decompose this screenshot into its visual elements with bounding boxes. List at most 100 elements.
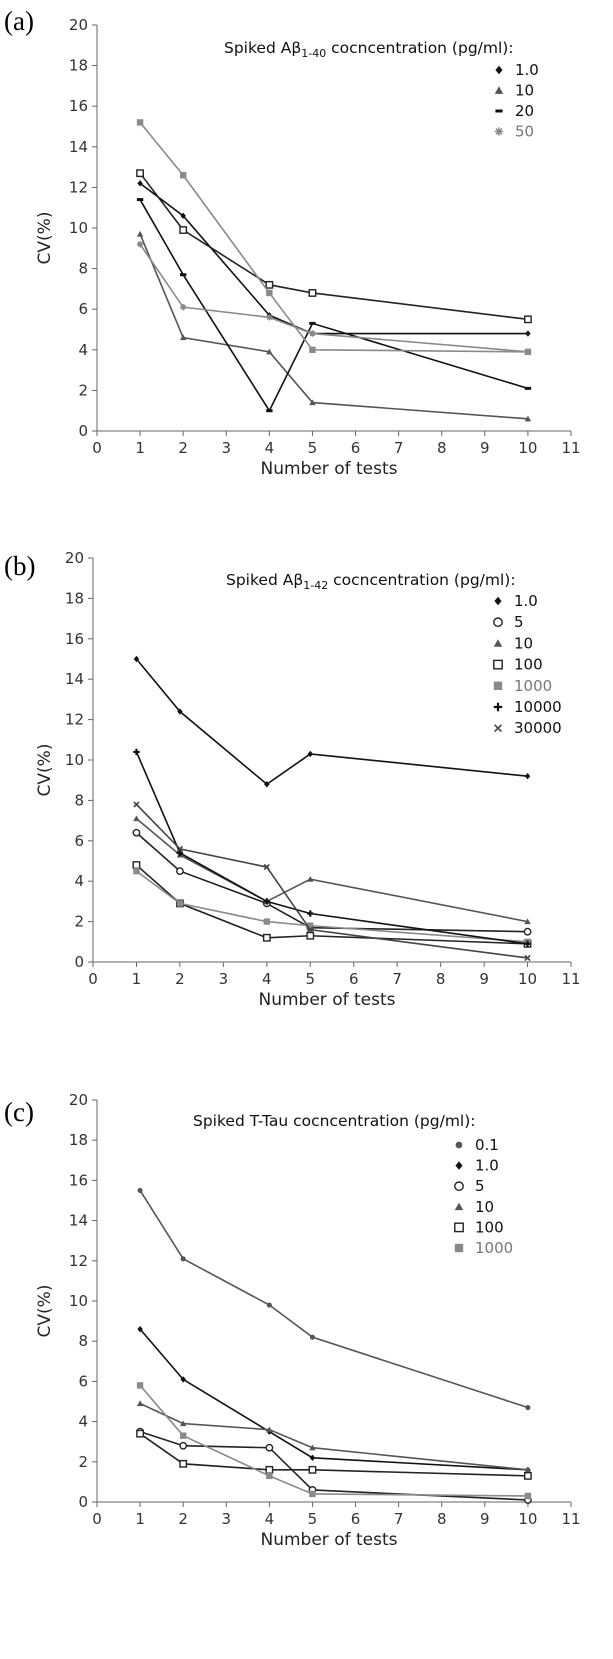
legend-marker <box>493 681 503 690</box>
series-2 <box>137 1325 531 1474</box>
y-tick-label: 12 <box>65 711 84 729</box>
data-point <box>265 280 274 289</box>
y-axis-title: CV(%) <box>35 212 55 265</box>
x-tick-label: 3 <box>221 1510 231 1528</box>
series-6 <box>136 119 532 356</box>
x-tick-label: 6 <box>349 970 359 988</box>
y-tick-label: 16 <box>69 1171 88 1189</box>
legend-title-greek: β <box>293 571 303 589</box>
data-point <box>177 708 183 715</box>
y-tick-label: 16 <box>65 630 84 648</box>
x-tick-label: 10 <box>518 439 537 457</box>
series-2 <box>132 828 532 936</box>
legend-title: Spiked Aβ1-42 cocncentration (pg/ml): <box>226 571 516 592</box>
legend-label: 0.1 <box>475 1136 499 1154</box>
data-point <box>309 1454 316 1461</box>
data-point <box>179 303 187 311</box>
y-tick-label: 20 <box>65 549 84 567</box>
data-point <box>265 1443 274 1452</box>
data-point <box>136 119 144 126</box>
legend-title-greek: β <box>291 39 301 57</box>
x-tick-label: 7 <box>394 439 404 457</box>
x-tick-label: 11 <box>561 439 580 457</box>
legend-title-prefix: Spiked A <box>226 571 294 589</box>
legend-label: 1000 <box>514 677 552 695</box>
data-point <box>309 1444 316 1451</box>
data-point <box>137 1187 143 1194</box>
data-point <box>179 334 187 341</box>
data-point <box>309 1490 316 1498</box>
data-point <box>266 409 273 413</box>
y-tick-label: 8 <box>78 1332 88 1350</box>
data-point <box>179 1441 188 1450</box>
data-point <box>179 172 187 179</box>
legend-entry: 1.0 <box>455 1157 499 1175</box>
series-line <box>135 658 528 786</box>
series-1 <box>133 655 531 788</box>
data-point <box>525 330 531 337</box>
legend-marker <box>493 702 503 712</box>
y-tick-label: 2 <box>78 381 88 399</box>
legend-title: Spiked Aβ1-40 cocncentration (pg/ml): <box>224 39 514 60</box>
legend-marker <box>493 617 503 628</box>
y-tick-label: 4 <box>78 1413 88 1431</box>
data-point <box>176 867 184 875</box>
data-point <box>263 863 270 871</box>
legend-label: 10 <box>475 1198 494 1216</box>
data-point <box>309 321 316 325</box>
series-line <box>139 233 528 420</box>
data-point <box>133 655 140 663</box>
data-point <box>307 875 314 882</box>
data-point <box>524 315 532 324</box>
y-tick-label: 10 <box>65 751 84 769</box>
data-point <box>179 1420 187 1427</box>
series-line <box>139 1328 528 1471</box>
y-tick-label: 2 <box>78 1453 88 1471</box>
series-line <box>139 1190 529 1409</box>
legend-entry: 1.0 <box>494 592 538 610</box>
series-6 <box>133 748 531 948</box>
data-point <box>179 226 188 234</box>
data-point <box>136 230 144 237</box>
data-point <box>136 241 144 248</box>
data-point <box>133 801 140 808</box>
data-point <box>307 926 314 933</box>
legend-marker <box>494 724 502 733</box>
x-tick-label: 6 <box>351 439 361 457</box>
legend-entry: 20 <box>495 102 534 120</box>
y-tick-label: 10 <box>69 1292 88 1310</box>
legend-marker <box>455 1141 463 1149</box>
series-2 <box>136 230 532 422</box>
legend-entry: 1000 <box>493 677 552 695</box>
data-point <box>309 399 316 406</box>
x-tick-label: 5 <box>305 970 315 988</box>
series-5 <box>136 169 532 324</box>
x-tick-label: 6 <box>351 1510 361 1528</box>
data-point <box>133 815 140 822</box>
series-line <box>139 1402 528 1471</box>
x-tick-label: 2 <box>175 970 185 988</box>
legend-title-prefix: Spiked T-Tau cocncentration (pg/ml): <box>193 1112 476 1130</box>
x-tick-label: 1 <box>135 439 145 457</box>
y-axis-title: CV(%) <box>35 744 55 797</box>
x-tick-label: 10 <box>518 970 537 988</box>
legend-marker <box>494 86 504 94</box>
series-4 <box>136 1400 532 1473</box>
data-point <box>525 1404 531 1411</box>
x-tick-label: 0 <box>92 439 102 457</box>
legend-marker <box>455 1161 463 1170</box>
legend-entry: 10000 <box>493 698 562 716</box>
legend-label: 20 <box>515 102 534 120</box>
y-tick-label: 4 <box>78 341 88 359</box>
data-point <box>180 212 186 220</box>
data-point <box>176 849 184 857</box>
data-point <box>308 289 317 297</box>
x-tick-label: 9 <box>480 439 490 457</box>
legend-entry: 30000 <box>494 719 562 737</box>
x-tick-label: 4 <box>265 439 275 457</box>
data-point <box>524 415 532 422</box>
legend-entry: 100 <box>493 656 543 674</box>
legend-title-prefix: Spiked A <box>224 39 292 57</box>
data-point <box>262 933 271 942</box>
